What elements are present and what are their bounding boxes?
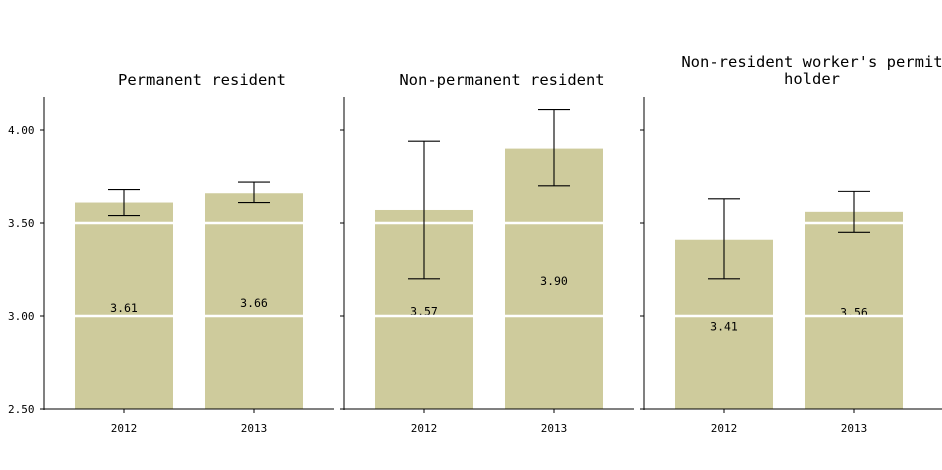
y-tick-label: 3.00 — [8, 310, 35, 323]
x-tick-label: 2012 — [711, 422, 738, 435]
data-label: 3.90 — [540, 274, 568, 288]
panel-title: Permanent resident — [118, 71, 286, 89]
y-tick-label: 4.00 — [8, 124, 35, 137]
y-tick-label: 2.50 — [8, 403, 35, 416]
bar — [805, 211, 903, 409]
x-tick-label: 2013 — [541, 422, 568, 435]
data-label: 3.61 — [110, 301, 138, 315]
x-tick-label: 2012 — [111, 422, 138, 435]
bar — [205, 193, 303, 409]
data-label: 3.66 — [240, 296, 268, 310]
x-tick-label: 2013 — [241, 422, 268, 435]
panel-title: Non-permanent resident — [399, 71, 604, 89]
bar — [505, 148, 603, 409]
x-tick-label: 2013 — [841, 422, 868, 435]
panel-title: holder — [784, 70, 840, 88]
bar — [75, 202, 173, 409]
x-tick-label: 2012 — [411, 422, 438, 435]
y-tick-label: 3.50 — [8, 217, 35, 230]
data-label: 3.41 — [710, 319, 738, 333]
data-label: 3.56 — [840, 305, 868, 319]
panel-title: Non-resident worker's permit — [681, 53, 942, 71]
